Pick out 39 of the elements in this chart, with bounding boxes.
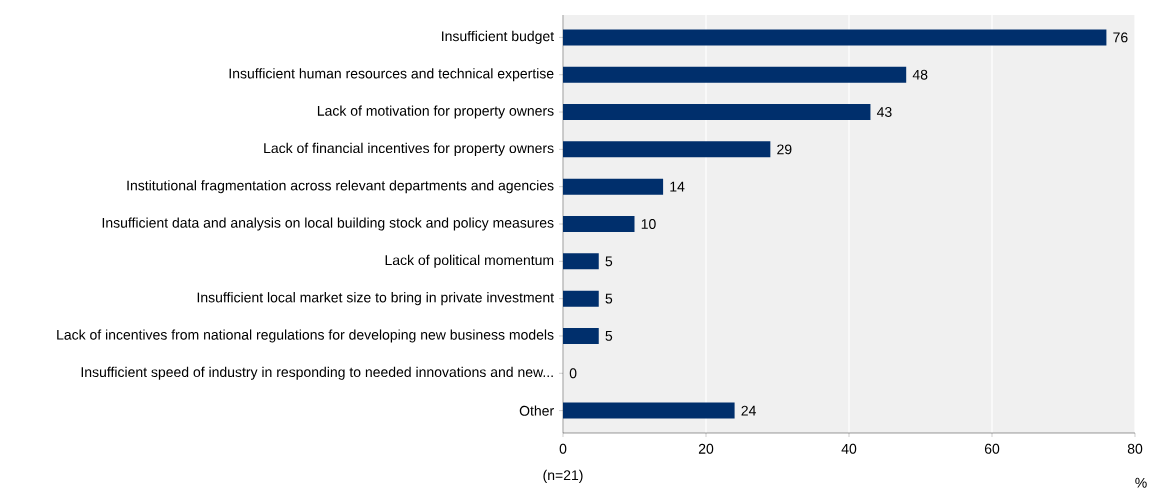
y-tick-label: Institutional fragmentation across relevant departments and agencies bbox=[127, 180, 554, 194]
data-label: 14 bbox=[670, 181, 685, 192]
bar bbox=[563, 402, 735, 419]
x-tick-label: 80 bbox=[1127, 443, 1143, 454]
y-tick-label: Lack of incentives from national regulations for developing new business models bbox=[57, 329, 554, 343]
bar bbox=[563, 253, 599, 270]
x-tick-label: 0 bbox=[559, 443, 567, 454]
y-tick-label: Lack of political momentum bbox=[385, 254, 554, 268]
data-label: 43 bbox=[876, 107, 892, 117]
bar bbox=[563, 104, 871, 121]
y-tick-label: Insufficient local market size to bring in private investment bbox=[197, 292, 554, 306]
x-tick-label: 40 bbox=[841, 443, 857, 454]
data-label: 5 bbox=[605, 293, 613, 304]
data-label: 48 bbox=[912, 69, 928, 80]
x-tick-label: 60 bbox=[984, 443, 1000, 454]
bar bbox=[563, 216, 635, 232]
y-tick-label: Insufficient data and analysis on local building stock and policy measures bbox=[102, 217, 554, 231]
y-tick-label: Insufficient speed of industry in responding to needed innovations and new... bbox=[81, 366, 553, 380]
data-label: 24 bbox=[741, 405, 756, 416]
bar bbox=[563, 327, 599, 344]
bar bbox=[563, 141, 771, 158]
y-tick-label: Insufficient human resources and technical expertise bbox=[229, 68, 554, 82]
y-tick-label: Insufficient budget bbox=[442, 30, 555, 44]
y-tick-label: Lack of financial incentives for property owners bbox=[264, 142, 554, 156]
bar bbox=[563, 178, 664, 195]
bar bbox=[563, 29, 1107, 46]
y-tick-label: Other bbox=[519, 405, 554, 416]
data-label: 10 bbox=[641, 219, 656, 229]
data-label: 76 bbox=[1113, 32, 1128, 43]
x-tick-label: 20 bbox=[698, 443, 714, 454]
y-tick-label: Lack of motivation for property owners bbox=[317, 105, 554, 119]
text: (n=21) bbox=[543, 469, 583, 483]
x-axis-title: % bbox=[1135, 477, 1147, 488]
data-label: 0 bbox=[569, 368, 577, 379]
bar bbox=[563, 66, 907, 83]
data-label: 5 bbox=[605, 331, 613, 341]
bar bbox=[563, 290, 599, 307]
data-label: 5 bbox=[605, 256, 613, 267]
data-label: 29 bbox=[777, 144, 792, 155]
